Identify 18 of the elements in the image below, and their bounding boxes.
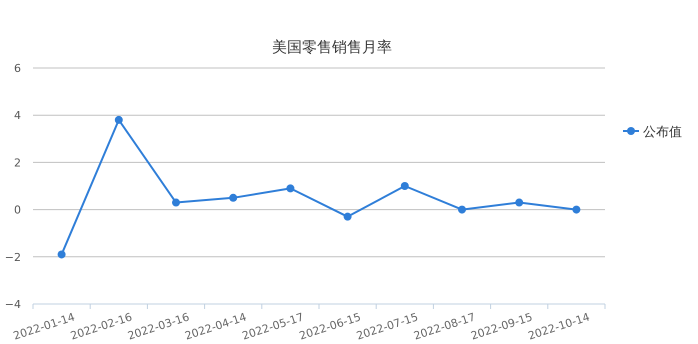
point — [515, 198, 524, 207]
y-tick-label: −4 — [4, 298, 21, 311]
point — [286, 184, 294, 192]
point — [572, 206, 580, 214]
point — [229, 194, 238, 202]
y-tick-label: 4 — [14, 109, 21, 122]
point — [458, 206, 466, 214]
point — [114, 116, 123, 124]
point — [400, 182, 409, 190]
y-tick-label: −2 — [4, 250, 21, 264]
y-tick-label: 0 — [14, 204, 21, 217]
legend-label: 公布值 — [643, 125, 682, 140]
point — [344, 212, 352, 221]
chart-title: 美国零售销售月率 — [272, 38, 392, 56]
point — [58, 250, 66, 258]
y-tick-label: 6 — [14, 62, 21, 75]
y-tick-label: 2 — [14, 156, 21, 170]
point — [172, 198, 180, 207]
